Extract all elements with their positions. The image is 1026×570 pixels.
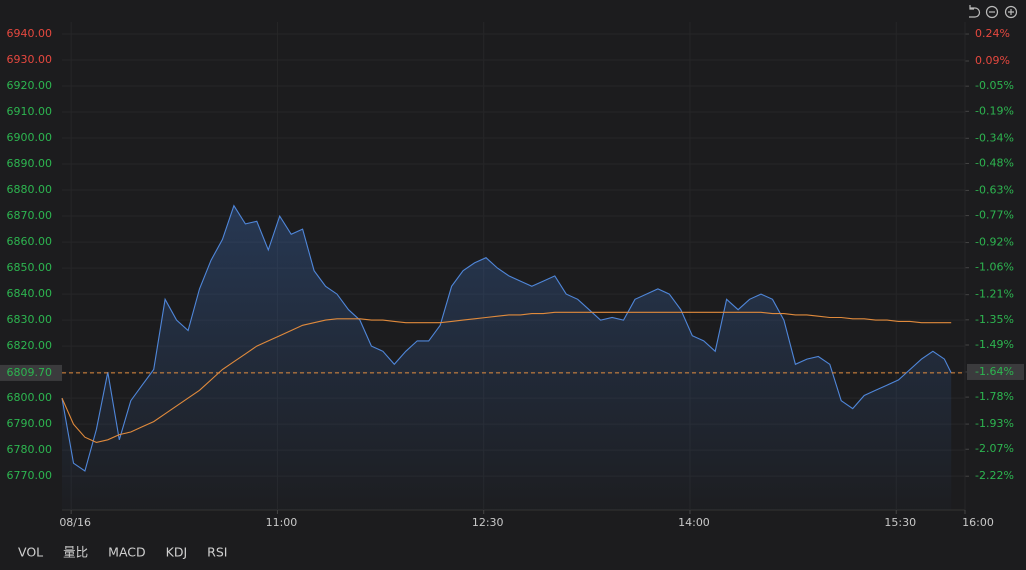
y-tick-label: 6780.00 [7, 443, 53, 456]
y2-tick-label: -0.05% [975, 79, 1014, 92]
x-tick-label: 14:00 [678, 516, 710, 529]
y-tick-label: 6940.00 [7, 27, 53, 40]
y-tick-label: 6840.00 [7, 287, 53, 300]
zoom-out-button[interactable] [985, 5, 999, 19]
y-tick-label: 6830.00 [7, 313, 53, 326]
y-tick-label: 6870.00 [7, 209, 53, 222]
average-line [61, 311, 952, 443]
y2-tick-label: -0.48% [975, 156, 1014, 169]
y-tick-label: 6920.00 [7, 79, 53, 92]
zoom-in-button[interactable] [1004, 5, 1018, 19]
y-tick-label: 6890.00 [7, 157, 53, 170]
y-tick-label: 6880.00 [7, 183, 53, 196]
reference-y2-label: -1.64% [975, 365, 1014, 378]
y-tick-label: 6900.00 [7, 131, 53, 144]
x-tick-label: 15:30 [884, 516, 916, 529]
y2-tick-label: -0.92% [975, 236, 1014, 249]
indicator-tab[interactable]: 量比 [63, 545, 88, 560]
x-tick-label: 16:00 [962, 516, 994, 529]
indicator-tab[interactable]: VOL [18, 545, 43, 560]
x-tick-label: 08/16 [59, 516, 91, 529]
y2-tick-label: -0.63% [975, 183, 1014, 196]
reference-y2-box [967, 363, 1024, 380]
y2-tick-label: 0.24% [975, 27, 1010, 40]
indicator-tab[interactable]: RSI [207, 545, 227, 560]
y-tick-label: 6790.00 [7, 417, 53, 430]
y2-tick-label: -2.22% [975, 469, 1014, 482]
y2-tick-label: -0.19% [975, 104, 1014, 117]
y2-tick-label: -1.35% [975, 313, 1014, 326]
y-tick-label: 6910.00 [7, 105, 53, 118]
y2-tick-label: 0.09% [975, 54, 1010, 67]
y-tick-label: 6850.00 [7, 261, 53, 274]
y-tick-label: 6820.00 [7, 339, 53, 352]
undo-button[interactable] [969, 5, 981, 18]
y-tick-label: 6930.00 [7, 53, 53, 66]
y2-tick-label: -1.21% [975, 288, 1014, 301]
y2-tick-label: -1.49% [975, 338, 1014, 351]
y2-tick-label: -0.77% [975, 209, 1014, 222]
y2-tick-label: -1.78% [975, 390, 1014, 403]
y2-tick-label: -1.06% [975, 261, 1014, 274]
x-tick-label: 11:00 [266, 516, 298, 529]
y2-tick-label: -0.34% [975, 131, 1014, 144]
x-tick-label: 12:30 [472, 516, 504, 529]
y-tick-label: 6770.00 [7, 469, 53, 482]
indicator-tab[interactable]: KDJ [166, 545, 188, 560]
y2-tick-label: -1.93% [975, 417, 1014, 430]
price-line [61, 204, 952, 472]
y-tick-label: 6800.00 [7, 391, 53, 404]
y2-tick-label: -2.07% [975, 442, 1014, 455]
reference-label-box [0, 364, 62, 381]
reference-label: 6809.70 [7, 366, 53, 379]
indicator-tab[interactable]: MACD [108, 545, 145, 560]
price-area [62, 205, 952, 510]
y-tick-label: 6860.00 [7, 235, 53, 248]
